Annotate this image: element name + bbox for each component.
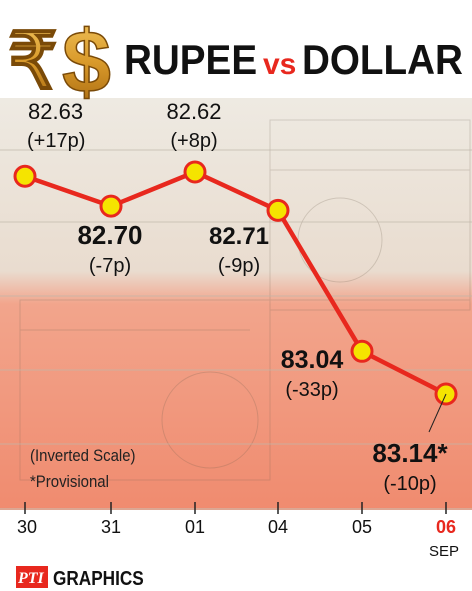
graphics-label: GRAPHICS xyxy=(53,567,144,590)
inverted-scale-note: (Inverted Scale) xyxy=(30,447,136,465)
pti-logo: PTI GRAPHICS xyxy=(16,566,144,589)
value-label: 82.62 xyxy=(166,99,221,124)
banknote-panel xyxy=(0,98,472,510)
x-tick-label: 01 xyxy=(185,517,205,537)
title-vs: vs xyxy=(263,48,296,81)
gridlines xyxy=(0,149,472,445)
series-line xyxy=(24,169,448,397)
change-label: (+8p) xyxy=(170,130,217,152)
header: ₹ $ RUPEE vs DOLLAR xyxy=(7,11,463,112)
leader-line xyxy=(428,393,447,433)
value-label: 82.63 xyxy=(28,99,83,124)
title-rupee: RUPEE xyxy=(124,35,257,83)
x-tick-label: 31 xyxy=(101,517,121,537)
data-point xyxy=(13,164,37,188)
value-label: 83.14* xyxy=(372,438,448,468)
change-label: (-7p) xyxy=(89,255,131,277)
series-point-layer xyxy=(13,160,458,406)
pti-logo-box xyxy=(16,566,48,588)
series-line-layer xyxy=(24,169,448,397)
value-label: 82.70 xyxy=(77,220,142,250)
month-label: SEP xyxy=(429,543,459,560)
value-label-layer: 82.63 (+17p) 82.70 (-7p) 82.62 (+8p) 82.71 (-9p… xyxy=(27,99,448,495)
change-label: (-33p) xyxy=(285,379,338,401)
data-point xyxy=(350,339,374,363)
value-label: 83.04 xyxy=(281,346,344,374)
x-tick-label: 30 xyxy=(17,517,37,537)
provisional-note: *Provisional xyxy=(30,473,109,491)
change-label: (-9p) xyxy=(218,255,260,277)
change-label: (+17p) xyxy=(27,130,85,152)
value-label: 82.71 xyxy=(209,223,269,250)
data-point xyxy=(266,198,290,222)
title-dollar: DOLLAR xyxy=(302,35,463,83)
dollar-icon: $ xyxy=(62,12,111,111)
data-point xyxy=(99,194,123,218)
x-axis: 30 31 01 04 05 06 SEP xyxy=(0,502,472,560)
x-tick-label: 05 xyxy=(352,517,372,537)
x-tick-label: 06 xyxy=(436,517,456,537)
x-tick-label: 04 xyxy=(268,517,288,537)
data-point xyxy=(183,160,207,184)
pti-logo-text: PTI xyxy=(17,570,45,587)
change-label: (-10p) xyxy=(383,473,436,495)
rupee-icon: ₹ xyxy=(8,17,58,105)
